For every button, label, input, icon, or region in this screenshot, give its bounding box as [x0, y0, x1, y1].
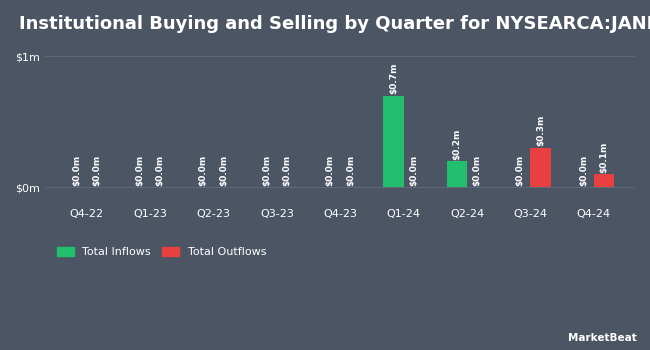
Text: $0.0m: $0.0m: [283, 155, 291, 186]
Text: $0.1m: $0.1m: [599, 141, 608, 173]
Text: $0.2m: $0.2m: [452, 128, 462, 160]
Text: $0.0m: $0.0m: [515, 155, 525, 186]
Text: $0.0m: $0.0m: [92, 155, 101, 186]
Text: $0.0m: $0.0m: [579, 155, 588, 186]
Text: $0.0m: $0.0m: [326, 155, 335, 186]
Text: $0.7m: $0.7m: [389, 62, 398, 94]
Bar: [447, 161, 467, 187]
Text: $0.0m: $0.0m: [346, 155, 355, 186]
Bar: [384, 96, 404, 187]
Bar: [530, 148, 551, 187]
Text: $0.0m: $0.0m: [72, 155, 81, 186]
Legend: Total Inflows, Total Outflows: Total Inflows, Total Outflows: [57, 247, 266, 258]
Text: $0.0m: $0.0m: [262, 155, 271, 186]
Text: $0.0m: $0.0m: [155, 155, 164, 186]
Title: Institutional Buying and Selling by Quarter for NYSEARCA:JANH: Institutional Buying and Selling by Quar…: [19, 15, 650, 33]
Text: $0.0m: $0.0m: [135, 155, 144, 186]
Text: MarketBeat: MarketBeat: [568, 333, 637, 343]
Text: $0.0m: $0.0m: [219, 155, 228, 186]
Text: $0.0m: $0.0m: [410, 155, 418, 186]
Text: $0.3m: $0.3m: [536, 115, 545, 146]
Text: $0.0m: $0.0m: [199, 155, 208, 186]
Text: $0.0m: $0.0m: [473, 155, 482, 186]
Bar: [594, 174, 614, 187]
